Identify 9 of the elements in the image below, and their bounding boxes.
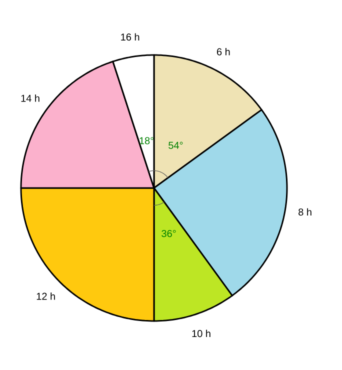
- slice-label: 6 h: [216, 48, 230, 56]
- slice-label: 8 h: [298, 208, 312, 216]
- data-label: 36°: [162, 230, 176, 238]
- slice-label: 12 h: [36, 292, 55, 300]
- slice-label: 16 h: [121, 33, 140, 41]
- slice-label: 14 h: [21, 94, 40, 102]
- slice-label: 10 h: [192, 330, 210, 338]
- data-label: 54°: [168, 142, 183, 149]
- data-label: 18°: [140, 137, 154, 144]
